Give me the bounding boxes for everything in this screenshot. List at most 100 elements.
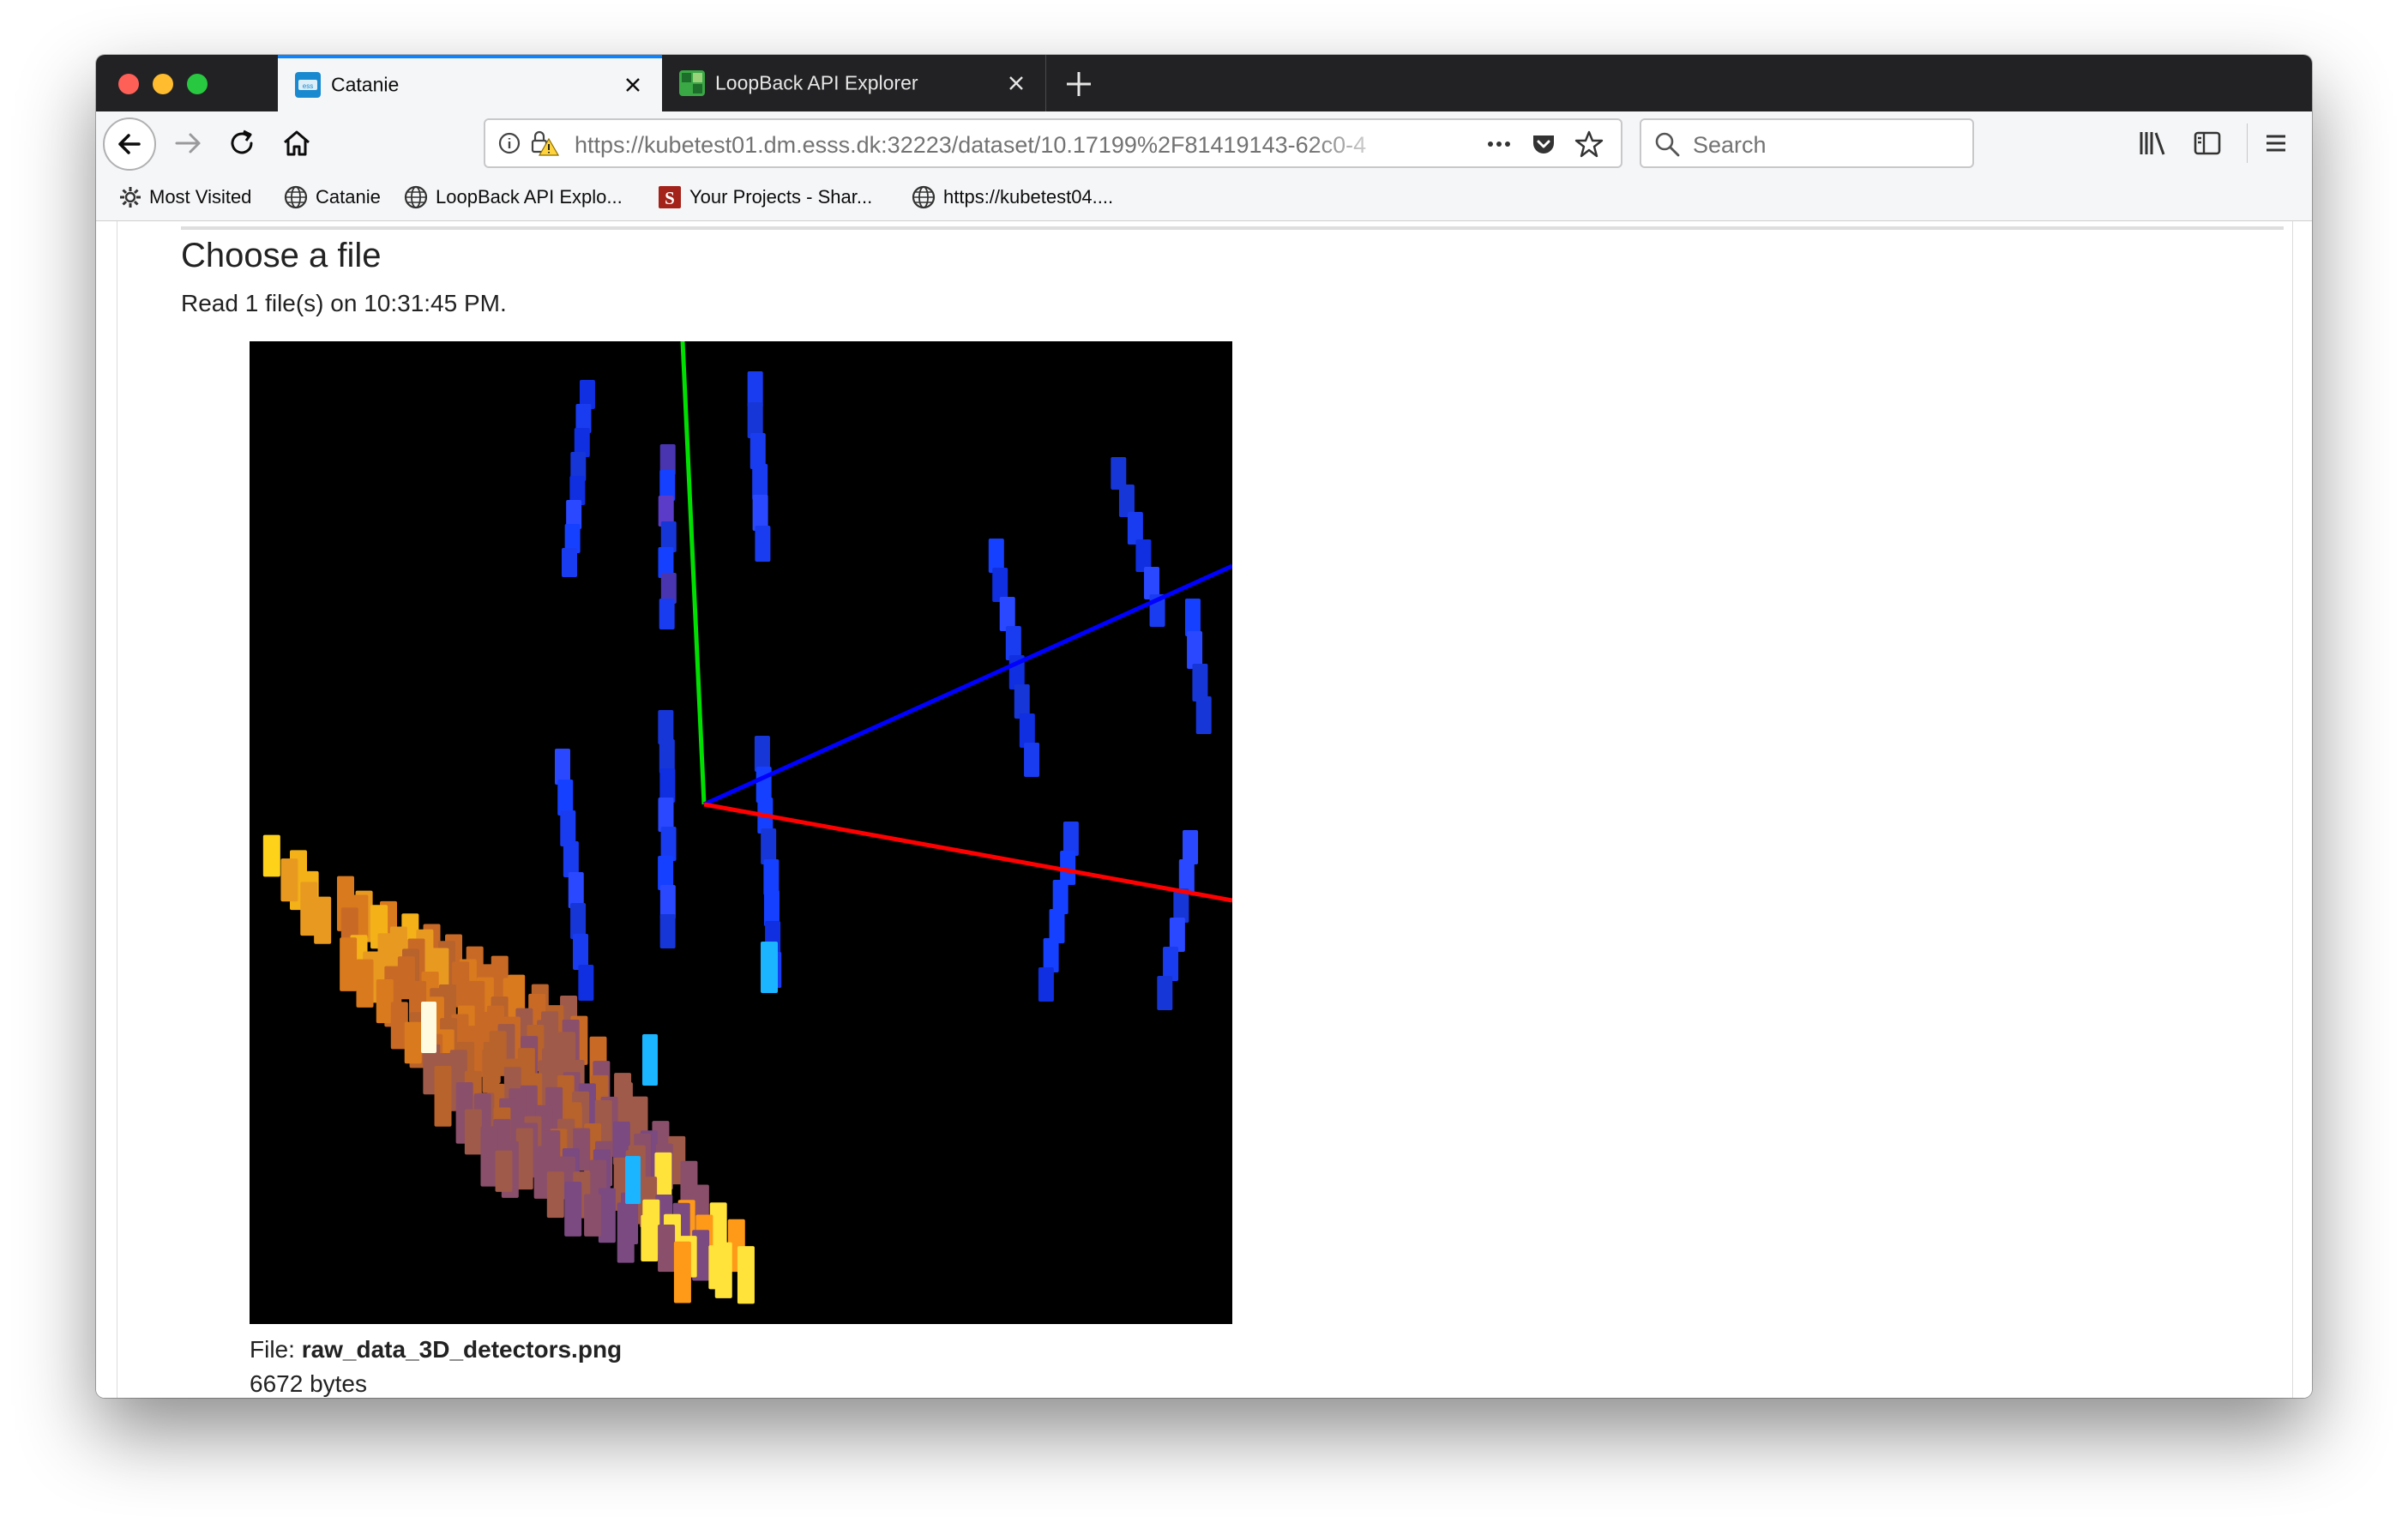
detector-pixel xyxy=(482,1049,500,1093)
detector-pixel xyxy=(658,710,674,744)
detector-pixel xyxy=(659,768,676,803)
detector-pixel xyxy=(673,1241,691,1303)
detector-pixel xyxy=(1183,830,1199,864)
detector-pixel xyxy=(1043,938,1059,972)
detector-pixel xyxy=(752,464,768,500)
insecure-lock-icon[interactable] xyxy=(530,129,559,157)
toolbar-separator xyxy=(2247,123,2248,163)
detector-pixel xyxy=(756,767,772,803)
tab-catanie[interactable]: ess Catanie xyxy=(278,55,662,111)
detector-pixel xyxy=(1038,967,1054,1002)
detector-pixel xyxy=(568,872,584,908)
bookmarks-toolbar: Most Visited Catanie LoopBack API Explo.… xyxy=(96,175,2312,221)
globe-icon xyxy=(404,185,428,209)
info-icon[interactable] xyxy=(497,131,521,155)
detector-pixel xyxy=(1187,631,1203,669)
detector-pixel xyxy=(262,834,280,877)
detector-pixel xyxy=(1144,567,1160,599)
detector-pixel xyxy=(1195,696,1212,734)
close-tab-icon[interactable] xyxy=(623,75,643,95)
tab-loopback-api-explorer[interactable]: LoopBack API Explorer xyxy=(662,55,1046,111)
detector-pixel xyxy=(749,433,766,469)
bookmark-catanie[interactable]: Catanie xyxy=(283,183,381,212)
z-axis-line xyxy=(702,563,1232,807)
detector-pixel xyxy=(598,1188,616,1243)
detector-pixel xyxy=(564,1181,582,1237)
pocket-icon[interactable] xyxy=(1530,130,1557,158)
new-tab-icon[interactable] xyxy=(1063,69,1094,99)
search-bar[interactable]: Search xyxy=(1640,118,1974,168)
home-icon[interactable] xyxy=(278,124,316,162)
detector-pixel xyxy=(1024,743,1040,777)
detector-pixel xyxy=(570,452,587,481)
detector-pixel xyxy=(464,1109,482,1155)
detector-pixel xyxy=(763,859,780,895)
close-tab-icon[interactable] xyxy=(1006,73,1026,93)
detector-pixel xyxy=(659,470,676,501)
tab-label: Catanie xyxy=(331,73,400,96)
globe-icon xyxy=(284,185,308,209)
detector-pixel xyxy=(1163,947,1179,981)
library-icon[interactable] xyxy=(2137,128,2168,159)
detector-pixel xyxy=(659,914,676,948)
bookmark-star-icon[interactable] xyxy=(1574,129,1604,159)
back-button[interactable] xyxy=(103,117,156,171)
detector-pixel xyxy=(992,568,1008,602)
detector-pixel xyxy=(761,942,778,993)
browser-window: ess Catanie LoopBack API Explorer https:… xyxy=(96,55,2312,1398)
search-icon xyxy=(1655,132,1680,157)
detector-pixel xyxy=(561,548,577,577)
detector-pixel xyxy=(658,547,674,578)
detector-pixel xyxy=(480,1126,498,1187)
close-window-button[interactable] xyxy=(118,74,139,94)
zoom-window-button[interactable] xyxy=(187,74,208,94)
detector-pixel xyxy=(1135,539,1152,572)
bookmark-most-visited[interactable]: Most Visited xyxy=(118,183,251,212)
detector-pixel xyxy=(659,739,675,774)
svg-text:S: S xyxy=(665,188,675,208)
detector-pixel xyxy=(575,404,592,433)
detector-pixel xyxy=(376,978,394,1024)
page-actions-icon[interactable] xyxy=(1484,132,1514,156)
read-status: Read 1 file(s) on 10:31:45 PM. xyxy=(181,290,507,316)
page-content: Choose a file Read 1 file(s) on 10:31:45… xyxy=(96,221,2312,1398)
arrow-left-icon xyxy=(118,134,141,154)
detector-pixel xyxy=(546,1171,564,1219)
loopback-favicon-icon xyxy=(679,70,705,96)
detector-pixel xyxy=(641,1214,659,1261)
detector-pixel xyxy=(390,1002,408,1050)
file-name: raw_data_3D_detectors.png xyxy=(301,1336,623,1363)
detector-pixel xyxy=(574,428,590,457)
address-bar[interactable]: https://kubetest01.dm.esss.dk:32223/data… xyxy=(484,118,1622,168)
bookmark-kubetest04[interactable]: https://kubetest04.... xyxy=(911,183,1113,212)
detector-pixel xyxy=(300,882,318,936)
bookmark-your-projects[interactable]: S Your Projects - Shar... xyxy=(657,183,872,212)
detector-pixel xyxy=(1184,599,1201,636)
detector-pixel xyxy=(1173,888,1189,923)
detector-pixel xyxy=(570,903,587,939)
tab-label: LoopBack API Explorer xyxy=(715,71,918,94)
detector-pixel xyxy=(452,961,470,1008)
detector-pixel xyxy=(654,1152,672,1207)
sidebar-toggle-icon[interactable] xyxy=(2192,128,2223,159)
detector-3d-image xyxy=(250,341,1232,1324)
reload-icon[interactable] xyxy=(223,124,261,162)
detector-pixel xyxy=(659,885,676,919)
bookmark-loopback[interactable]: LoopBack API Explo... xyxy=(403,183,623,212)
ess-favicon-icon: ess xyxy=(295,72,321,98)
detector-pixel xyxy=(578,965,594,1001)
detector-pixel xyxy=(659,444,676,475)
divider xyxy=(181,226,2284,230)
detector-pixel xyxy=(564,524,581,553)
minimize-window-button[interactable] xyxy=(153,74,173,94)
globe-icon xyxy=(912,185,936,209)
detector-3d-render xyxy=(262,341,1232,1304)
hamburger-menu-icon[interactable] xyxy=(2261,128,2291,159)
detector-pixel xyxy=(747,371,763,407)
sharelatex-icon: S xyxy=(659,186,681,208)
detector-pixel xyxy=(1063,822,1079,856)
svg-text:ess: ess xyxy=(303,82,313,90)
detector-pixel xyxy=(660,573,677,604)
detector-pixel xyxy=(755,526,771,562)
forward-icon[interactable] xyxy=(170,124,208,162)
